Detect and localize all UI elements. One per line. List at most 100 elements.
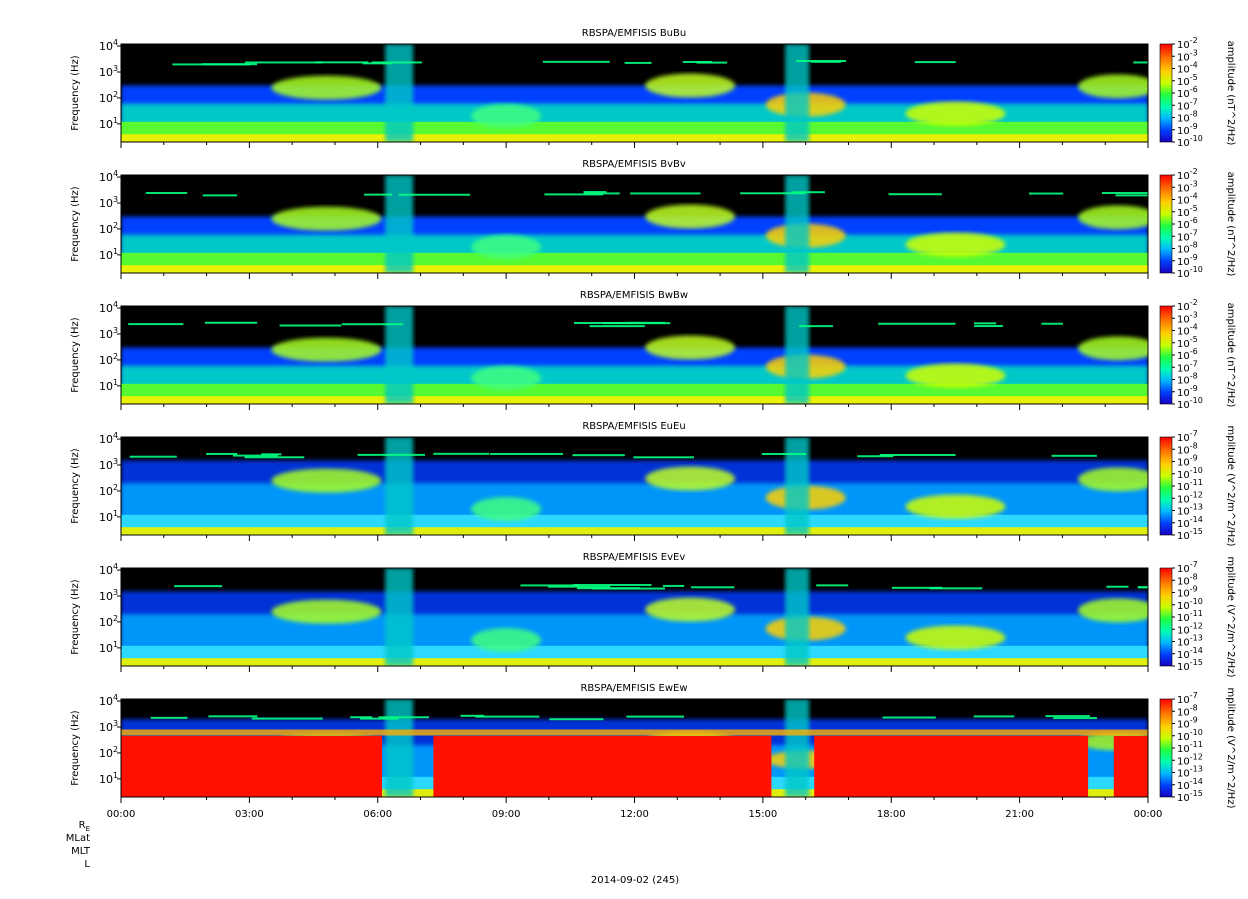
panel-5: RBSPA/EMFISIS EwEw 104 103 102 101 Frequency … bbox=[70, 683, 1236, 809]
ephemeris-label-l: L bbox=[84, 859, 90, 870]
y-tick-label: 102 bbox=[99, 352, 118, 367]
y-axis-label: Frequency (Hz) bbox=[70, 186, 81, 262]
colorbar-tick-label: 10-10 bbox=[1177, 466, 1203, 481]
spectrogram-image bbox=[121, 568, 1148, 666]
y-tick-label: 102 bbox=[99, 90, 118, 105]
colorbar-tick-label: 10-3 bbox=[1177, 48, 1198, 63]
panel-4: RBSPA/EMFISIS EvEv 104 103 102 101 Frequency … bbox=[70, 552, 1236, 678]
colorbar-tick-label: 10-7 bbox=[1177, 691, 1198, 706]
colorbar-tick-label: 10-7 bbox=[1177, 97, 1198, 112]
ephemeris-label-mlt: MLT bbox=[71, 846, 90, 857]
colorbar-tick-label: 10-6 bbox=[1177, 85, 1198, 100]
colorbar-tick-label: 10-2 bbox=[1177, 36, 1198, 51]
colorbar-tick-label: 10-10 bbox=[1177, 728, 1203, 743]
colorbar-tick-label: 10-10 bbox=[1177, 134, 1203, 149]
panel-title: RBSPA/EMFISIS EuEu bbox=[582, 421, 685, 432]
colorbar-tick-label: 10-5 bbox=[1177, 73, 1198, 88]
y-tick-label: 103 bbox=[99, 64, 118, 79]
ephemeris-label-re: RE bbox=[70, 820, 90, 833]
colorbar-tick-label: 10-8 bbox=[1177, 372, 1198, 387]
y-axis-label: Frequency (Hz) bbox=[70, 448, 81, 524]
colorbar-label: amplitude (nT^2/Hz) bbox=[1225, 41, 1236, 146]
colorbar-label: amplitude (nT^2/Hz) bbox=[1225, 172, 1236, 277]
spectrogram-image bbox=[121, 44, 1148, 142]
ephemeris-re-base: R bbox=[78, 820, 86, 831]
y-tick-label: 101 bbox=[99, 378, 118, 393]
colorbar-tick-label: 10-6 bbox=[1177, 347, 1198, 362]
colorbar bbox=[1160, 437, 1172, 535]
colorbar-tick-label: 10-14 bbox=[1177, 515, 1203, 530]
colorbar-tick-label: 10-11 bbox=[1177, 609, 1203, 624]
panel-title: RBSPA/EMFISIS EvEv bbox=[583, 552, 686, 563]
panel-0: RBSPA/EMFISIS BuBu 104 103 102 101 Frequency … bbox=[70, 28, 1236, 149]
colorbar-tick-label: 10-9 bbox=[1177, 716, 1198, 731]
colorbar bbox=[1160, 175, 1172, 273]
y-tick-label: 102 bbox=[99, 483, 118, 498]
colorbar-tick-label: 10-4 bbox=[1177, 192, 1198, 207]
colorbar-tick-label: 10-7 bbox=[1177, 359, 1198, 374]
spectrogram-image bbox=[121, 437, 1148, 535]
y-tick-label: 103 bbox=[99, 195, 118, 210]
colorbar-label: mplitude (V^2/m^2/Hz) bbox=[1225, 688, 1236, 809]
x-tick-label: 12:00 bbox=[620, 809, 649, 820]
y-tick-label: 104 bbox=[99, 38, 118, 53]
colorbar-tick-label: 10-7 bbox=[1177, 560, 1198, 575]
colorbar-tick-label: 10-8 bbox=[1177, 441, 1198, 456]
colorbar-tick-label: 10-11 bbox=[1177, 478, 1203, 493]
panel-1: RBSPA/EMFISIS BvBv 104 103 102 101 Frequency … bbox=[70, 159, 1236, 280]
y-tick-label: 103 bbox=[99, 326, 118, 341]
y-axis-label: Frequency (Hz) bbox=[70, 317, 81, 393]
panel-title: RBSPA/EMFISIS BuBu bbox=[582, 28, 686, 39]
ephemeris-re-sub: E bbox=[85, 825, 90, 833]
colorbar-tick-label: 10-6 bbox=[1177, 216, 1198, 231]
colorbar-label: amplitude (nT^2/Hz) bbox=[1225, 303, 1236, 408]
colorbar-tick-label: 10-14 bbox=[1177, 777, 1203, 792]
colorbar-tick-label: 10-12 bbox=[1177, 490, 1203, 505]
y-tick-label: 101 bbox=[99, 247, 118, 262]
x-tick-label: 18:00 bbox=[877, 809, 906, 820]
colorbar bbox=[1160, 44, 1172, 142]
colorbar-tick-label: 10-4 bbox=[1177, 323, 1198, 338]
y-tick-label: 104 bbox=[99, 169, 118, 184]
y-tick-label: 101 bbox=[99, 640, 118, 655]
y-tick-label: 101 bbox=[99, 509, 118, 524]
colorbar-tick-label: 10-15 bbox=[1177, 527, 1203, 542]
x-tick-label: 03:00 bbox=[235, 809, 264, 820]
colorbar-tick-label: 10-3 bbox=[1177, 179, 1198, 194]
y-tick-label: 103 bbox=[99, 588, 118, 603]
y-axis-label: Frequency (Hz) bbox=[70, 579, 81, 655]
y-tick-label: 102 bbox=[99, 221, 118, 236]
colorbar-label: mplitude (V^2/m^2/Hz) bbox=[1225, 426, 1236, 547]
spectrogram-image bbox=[121, 175, 1148, 273]
colorbar-tick-label: 10-8 bbox=[1177, 703, 1198, 718]
colorbar-tick-label: 10-7 bbox=[1177, 228, 1198, 243]
ephemeris-label-mlat: MLat bbox=[65, 833, 90, 844]
colorbar-tick-label: 10-14 bbox=[1177, 646, 1203, 661]
colorbar-tick-label: 10-7 bbox=[1177, 429, 1198, 444]
colorbar-tick-label: 10-12 bbox=[1177, 752, 1203, 767]
panel-title: RBSPA/EMFISIS BwBw bbox=[580, 290, 688, 301]
y-tick-label: 104 bbox=[99, 693, 118, 708]
colorbar-tick-label: 10-2 bbox=[1177, 298, 1198, 313]
y-tick-label: 104 bbox=[99, 562, 118, 577]
colorbar-tick-label: 10-13 bbox=[1177, 765, 1203, 780]
y-tick-label: 101 bbox=[99, 771, 118, 786]
colorbar-tick-label: 10-8 bbox=[1177, 110, 1198, 125]
colorbar-tick-label: 10-9 bbox=[1177, 585, 1198, 600]
y-axis-label: Frequency (Hz) bbox=[70, 55, 81, 131]
colorbar bbox=[1160, 306, 1172, 404]
colorbar-tick-label: 10-11 bbox=[1177, 740, 1203, 755]
y-tick-label: 104 bbox=[99, 431, 118, 446]
y-tick-label: 102 bbox=[99, 614, 118, 629]
x-tick-label: 21:00 bbox=[1005, 809, 1034, 820]
x-tick-label: 00:00 bbox=[1134, 809, 1163, 820]
y-tick-label: 103 bbox=[99, 457, 118, 472]
colorbar-tick-label: 10-5 bbox=[1177, 335, 1198, 350]
panel-2: RBSPA/EMFISIS BwBw 104 103 102 101 Frequency … bbox=[70, 290, 1236, 411]
colorbar-tick-label: 10-10 bbox=[1177, 396, 1203, 411]
x-tick-label: 00:00 bbox=[107, 809, 136, 820]
spectrogram-image bbox=[121, 699, 1148, 797]
colorbar-tick-label: 10-10 bbox=[1177, 597, 1203, 612]
y-tick-label: 103 bbox=[99, 719, 118, 734]
